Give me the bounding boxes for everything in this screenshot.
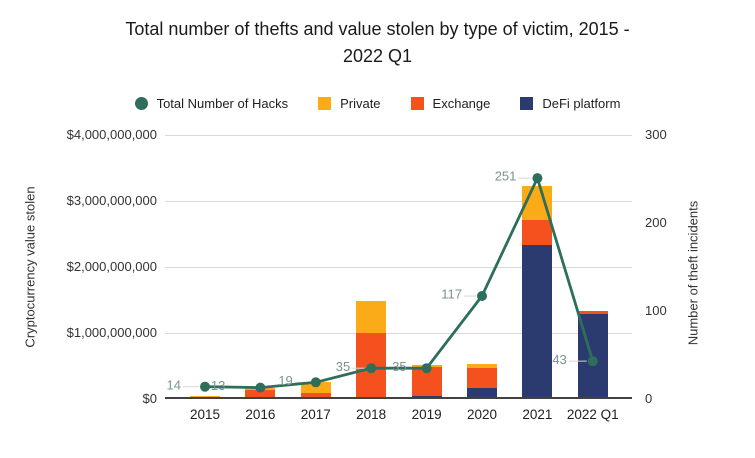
legend-item-label: Total Number of Hacks — [156, 96, 289, 111]
y-axis-tick-right: 100 — [645, 303, 667, 318]
gridline — [165, 267, 632, 268]
x-axis-label-2018: 2018 — [356, 407, 387, 422]
bar-segment-2021-exchange — [522, 219, 553, 245]
data-label-2015: 14 — [167, 377, 181, 392]
bar-2017 — [300, 381, 331, 399]
x-axis-label-2022-q1: 2022 Q1 — [566, 407, 619, 422]
legend-square-swatch — [410, 97, 424, 110]
bar-2020 — [467, 364, 497, 399]
line-marker-2017 — [310, 377, 321, 388]
legend-item-total-number-of-hacks: Total Number of Hacks — [134, 96, 289, 111]
y-axis-tick-left: $4,000,000,000 — [66, 127, 157, 142]
gridline — [165, 333, 632, 334]
line-marker-2016 — [255, 382, 266, 393]
line-series-overlay: 14 13 19 35 35 117 251 43 — [167, 169, 598, 393]
x-axis-label-2021: 2021 — [522, 407, 553, 422]
bar-segment-2018-private — [356, 301, 387, 334]
bar-2021 — [522, 185, 553, 399]
line-marker-2022-q1 — [587, 356, 598, 367]
bar-segment-2017-private — [300, 381, 331, 394]
data-label-2019: 35 — [392, 359, 406, 374]
legend-item-label: Exchange — [432, 96, 491, 111]
y-axis-tick-right: 300 — [645, 127, 667, 142]
legend-square-swatch — [318, 97, 332, 110]
legend-square-swatch — [520, 97, 534, 110]
bar-segment-2016-exchange — [245, 390, 276, 399]
bar-segment-2020-private — [467, 364, 497, 368]
plot-area: 14 13 19 35 35 117 251 43 — [165, 135, 632, 399]
x-axis-label-2016: 2016 — [245, 407, 276, 422]
y-axis-tick-left: $2,000,000,000 — [66, 259, 157, 274]
data-label-2016: 13 — [211, 378, 225, 393]
chart-title: Total number of thefts and value stolen … — [0, 16, 755, 70]
bar-segment-2020-defi-platform — [467, 388, 497, 399]
chart-title-line-1: Total number of thefts and value stolen … — [125, 19, 630, 39]
bar-segment-2021-defi-platform — [522, 244, 553, 399]
data-label-2018: 35 — [336, 359, 350, 374]
chart-title-line-2: 2022 Q1 — [342, 46, 413, 66]
legend-item-exchange: Exchange — [410, 96, 491, 111]
x-axis-label-2017: 2017 — [300, 407, 331, 422]
x-axis-label-2020: 2020 — [466, 407, 498, 422]
x-axis-label-2019: 2019 — [411, 407, 442, 422]
hacks-line — [204, 174, 595, 390]
y-axis-tick-left: $3,000,000,000 — [66, 193, 157, 208]
line-marker-2019 — [421, 363, 432, 374]
y-axis-tick-right: 0 — [645, 391, 653, 406]
bar-2018 — [356, 301, 387, 399]
legend-item-label: DeFi platform — [542, 96, 621, 111]
legend-item-private: Private — [318, 96, 381, 111]
data-label-2021: 251 — [495, 169, 517, 184]
y-axis-tick-right: 200 — [645, 215, 667, 230]
bar-segment-2017-exchange — [300, 393, 331, 399]
x-axis-label-2015: 2015 — [189, 407, 221, 422]
bar-segment-2020-exchange — [467, 367, 497, 389]
y-axis-tick-left: $0 — [142, 391, 157, 406]
line-marker-2018 — [366, 363, 377, 374]
data-label-2020: 117 — [441, 287, 462, 302]
gridline — [165, 135, 632, 136]
x-axis-line — [165, 397, 632, 399]
line-marker-2021 — [532, 173, 543, 184]
legend-item-defi-platform: DeFi platform — [520, 96, 620, 111]
left-axis-title: Cryptocurrency value stolen — [22, 186, 38, 348]
legend-circle-swatch — [134, 97, 148, 110]
data-label-2022-q1: 43 — [552, 352, 566, 367]
line-marker-2020 — [477, 291, 487, 301]
legend: Total Number of Hacks Private Exchange DeFi… — [0, 96, 755, 111]
line-marker-2015 — [200, 381, 210, 392]
gridline — [165, 201, 632, 202]
bar-segment-2022-q1-exchange — [577, 310, 608, 314]
legend-item-label: Private — [340, 96, 381, 111]
y-axis-tick-left: $1,000,000,000 — [66, 325, 157, 340]
data-label-2017: 19 — [278, 373, 292, 388]
right-axis-title: Number of theft incidents — [685, 200, 701, 346]
